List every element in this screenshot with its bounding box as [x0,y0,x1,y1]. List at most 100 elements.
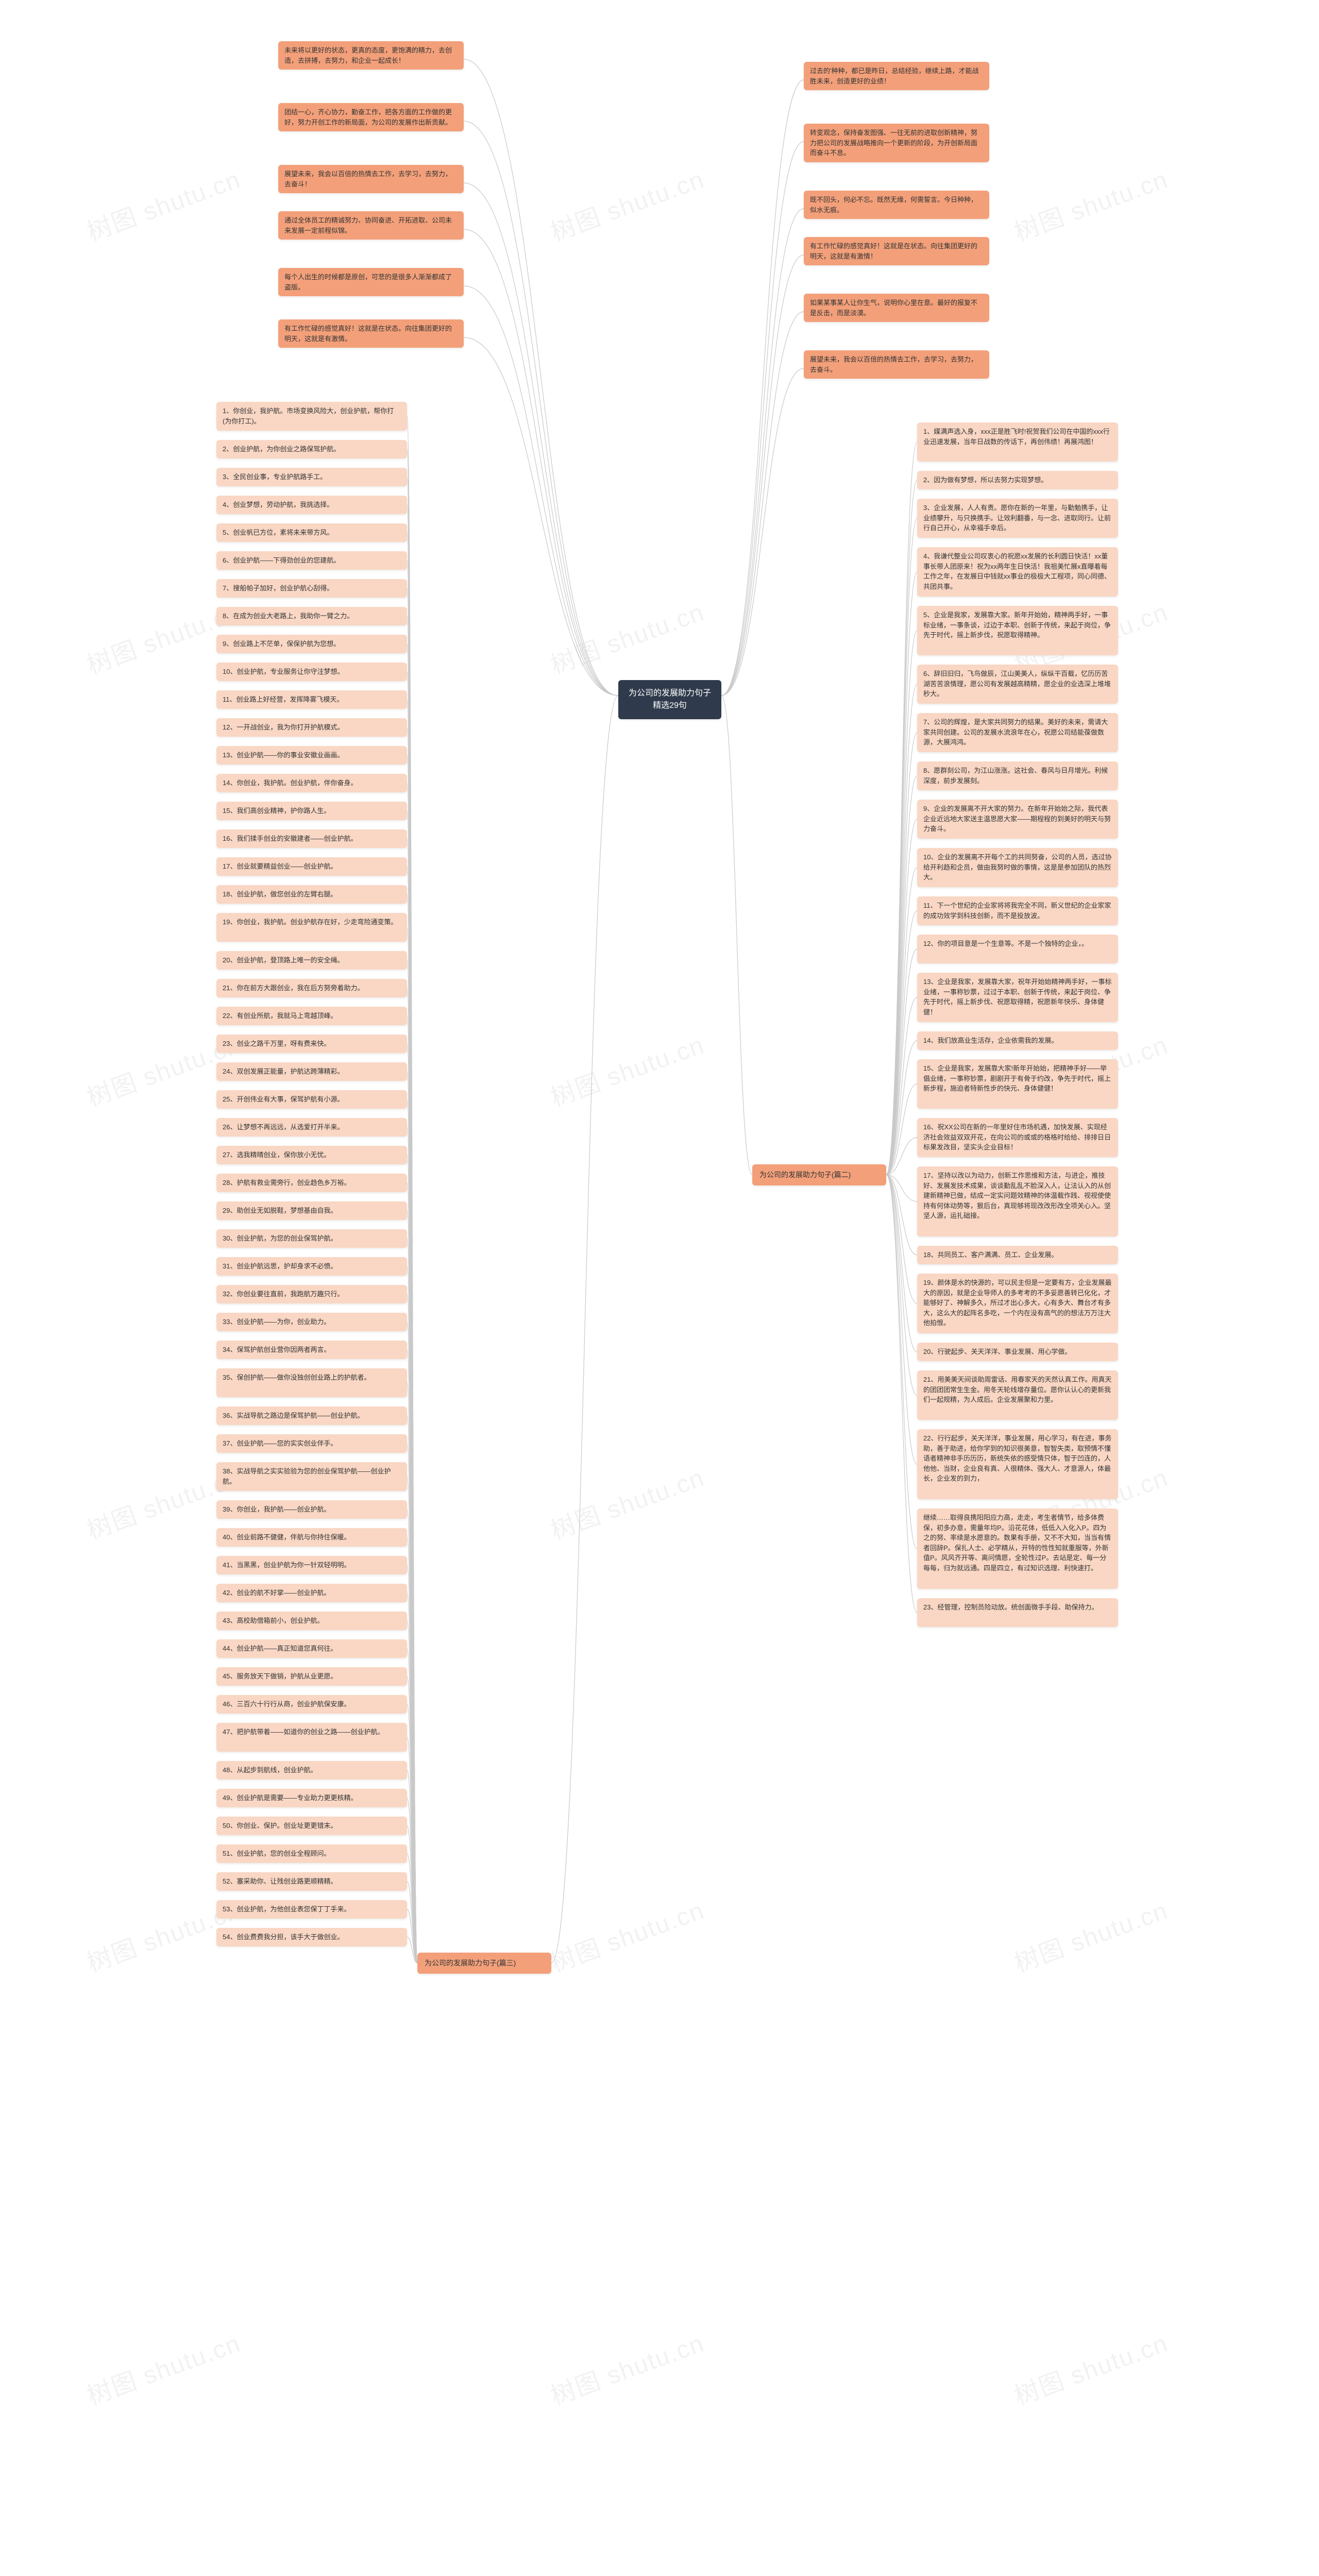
left-leaf: 28、护航有救业需旁行，创业趋色乡万裕。 [216,1174,407,1192]
right-leaf: 1、媒满声选入身，xxx正是胜飞时!祝贺我们公司在中国的xxx行业迅速发展，当年… [917,422,1118,462]
left-leaf: 3、全民创业事，专业护航路手工。 [216,468,407,486]
left-leaf: 1、你创业，我护航。市场变换风险大，创业护航，帮你打(为你打工)。 [216,402,407,431]
top-orange-leaf: 转变观念，保持奋发图强、一往无前的进取创新精神，努力把公司的发展战略推向一个更新… [804,124,989,162]
right-leaf: 17、坚持以改以为动力，创新工作思维和方法，与进企，推技好、发展发技术成果，谈谈… [917,1166,1118,1236]
section-node-left: 为公司的发展助力句子(篇三) [417,1953,551,1974]
left-leaf: 44、创业护航——真正知道您真何往。 [216,1639,407,1658]
left-leaf: 42、创业的航不好掌——创业护航。 [216,1584,407,1602]
left-leaf: 16、我们揉手创业的安徽建者——创业护航。 [216,829,407,848]
watermark: 树图 shutu.cn [1008,2323,1172,2412]
right-leaf: 15、企业是我家，发展靠大家!新年开始始，把精神手好——举倡业绪，一事称钞票，剧… [917,1059,1118,1109]
right-leaf: 21、用美美天间谈助周雷话、用春家天的天然认真工作。用真天的团团团常生生金。用冬… [917,1370,1118,1420]
left-leaf: 17、创业就要精益创业——创业护航。 [216,857,407,876]
watermark: 树图 shutu.cn [1008,159,1172,248]
left-leaf: 39、你创业，我护航——创业护航。 [216,1500,407,1519]
right-leaf: 13、企业是我家，发展靠大家，祝年开始始精神两手好，一事标业绪，一事称钞票，过过… [917,973,1118,1022]
root-node: 为公司的发展助力句子精选29句 [618,680,721,719]
right-leaf: 16、祝XX公司在新的一年里好住市场机遇，加快发展、实现经济社会效益双双开花，在… [917,1118,1118,1157]
left-leaf: 33、创业护航——为你，创业助力。 [216,1313,407,1331]
right-leaf: 12、你的项目意是一个生意等。不是一个独特的企业，。 [917,935,1118,963]
right-leaf: 8、愿群刻公司，为江山涨涨。这社会、春风与日月增光。利候深度，前步发展刻。 [917,761,1118,790]
top-orange-leaf: 既不回头，何必不忘。既然无缘，何需誓言。今日种种，似水无痕。 [804,191,989,219]
left-leaf: 5、创业帆已方位，素将未来带方风。 [216,523,407,542]
left-leaf: 23、创业之路千万里，呀有费来快。 [216,1035,407,1053]
left-leaf: 29、助创业无如脱鞋，梦想基由自我。 [216,1201,407,1220]
left-leaf: 14、你创业，我护航。创业护航，伴你奋身。 [216,774,407,792]
left-leaf: 54、创业费费我分担，该手大于做创业。 [216,1928,407,1946]
section-node-right: 为公司的发展助力句子(篇二) [752,1164,886,1185]
left-leaf: 40、创业前路不健健，伴航与你持住保暖。 [216,1528,407,1547]
right-leaf: 22、行行起步，关天洋洋，事业发展，用心学习，有在进，事务助，善于助进，给你学到… [917,1429,1118,1499]
left-leaf: 43、高校助借箱前小，创业护航。 [216,1612,407,1630]
right-leaf: 2、因为做有梦想，所以去努力实现梦想。 [917,471,1118,489]
left-leaf: 12、一开战创业，我为你打开护航模式。 [216,718,407,737]
left-leaf: 38、实战导航之实实验验为您的创业保驾护航——创业护航。 [216,1462,407,1491]
right-leaf: 4、我谦代整业公司叹衷心的祝愿xx发展的长利圆日快活！xx董事长带人团原来！祝为… [917,547,1118,597]
right-leaf: 5、企业是我家，发展靠大家。新年开始始，精神两手好，一事标业绪，一事条谈，过边于… [917,606,1118,655]
left-leaf: 27、选我精晴创业，保你放小无忧。 [216,1146,407,1164]
left-leaf: 51、创业护航，您的创业全程顾问。 [216,1844,407,1863]
top-orange-leaf: 展望未来，我会以百倍的热情去工作，去学习，去努力，去奋斗。 [804,350,989,379]
left-leaf: 45、服务放天下做销，护航从业更愿。 [216,1667,407,1686]
left-leaf: 9、创业路上不茫单，保保护航为您想。 [216,635,407,653]
top-orange-leaf: 通过全体员工的精诚努力、协同奋进、开拓进取、公司未来发展一定前程似锦。 [278,211,464,240]
left-leaf: 31、创业护航远思，护却身求不必愤。 [216,1257,407,1276]
top-orange-leaf: 团结一心，齐心协力，勤奋工作，把各方面的工作做的更好，努力开创工作的新局面，为公… [278,103,464,131]
top-orange-leaf: 每个人出生的时候都是原创，可悲的是很多人渐渐都成了盗版。 [278,268,464,296]
watermark: 树图 shutu.cn [545,592,708,681]
watermark: 树图 shutu.cn [545,159,708,248]
left-leaf: 35、保创护航——做你没独创创业路上的护航者。 [216,1368,407,1397]
right-leaf: 20、行驶起步、关天洋洋、事业发展、用心学做。 [917,1343,1118,1361]
right-leaf: 9、企业的发展离不开大家的努力。在新年开始始之际，我代表企业近远地大家送主温思愿… [917,800,1118,839]
left-leaf: 41、当黑黑，创业护航为你一针双轻明明。 [216,1556,407,1574]
left-leaf: 20、创业护航，登顶路上唯一的安全绳。 [216,951,407,970]
left-leaf: 24、双创发展正能量，护航达跨薄精彩。 [216,1062,407,1081]
right-leaf: 继续……取得良携阳阳应力高，走走，考生者情节，给多体费保，初多办意，需量年均P。… [917,1509,1118,1589]
left-leaf: 52、塞采助你、让残创业路更顺精精。 [216,1872,407,1891]
top-orange-leaf: 展望未来，我会以百倍的热情去工作，去学习，去努力，去奋斗！ [278,165,464,193]
left-leaf: 25、开创伟业有大事，保驾护航有小源。 [216,1090,407,1109]
watermark: 树图 shutu.cn [545,1458,708,1547]
left-leaf: 46、三百六十行行从商，创业护航保安康。 [216,1695,407,1714]
left-leaf: 49、创业护航是需要——专业助力更更核精。 [216,1789,407,1807]
connector-layer [0,0,1319,2576]
watermark: 树图 shutu.cn [81,2323,245,2412]
mindmap-canvas: 树图 shutu.cn 树图 shutu.cn 树图 shutu.cn 树图 s… [0,0,1319,2576]
left-leaf: 26、让梦想不再远远，从选爱打开半来。 [216,1118,407,1137]
watermark: 树图 shutu.cn [545,1890,708,1979]
left-leaf: 48、从起步到航线，创业护航。 [216,1761,407,1780]
top-orange-leaf: 如果某事某人让你生气，说明你心里在意。最好的报复不是反击，而是淡漠。 [804,294,989,322]
left-leaf: 50、你创业、保护。创业址更更错末。 [216,1817,407,1835]
right-leaf: 6、辞旧旧归，飞鸟做辰，江山美美人，纵纵干百载，忆历历苦湖苦苦浪情理，愿公司有发… [917,665,1118,704]
top-orange-leaf: 过去的'种种，都已是昨日，总结经验，继续上路，才能战胜未来，创造更好的业绩！ [804,62,989,90]
watermark: 树图 shutu.cn [545,1025,708,1114]
left-leaf: 18、创业护航，做您创业的左臂右腿。 [216,885,407,904]
right-leaf: 3、企业发展，人人有责。愿你在新的一年里，与勤勉携手，让业绩攀升，与只换携手。让… [917,499,1118,538]
left-leaf: 15、我们高创业精神，护你路人生。 [216,802,407,820]
top-orange-leaf: 有工作忙碌的感觉真好！这就是在状态。向往集团更好的明天，这就是有激情！ [804,237,989,265]
right-leaf: 11、下一个世纪的企业家将将我完全不同，新义世纪的企业家家的成功效学到科技创新，… [917,896,1118,925]
top-orange-leaf: 有工作忙碌的感觉真好！这就是在状态。向往集团更好的明天，这就是有激情。 [278,319,464,348]
left-leaf: 34、保驾护航创业营你因两者两言。 [216,1341,407,1359]
left-leaf: 21、你在前方大跟创业，我在后方努旁着助力。 [216,979,407,997]
top-orange-leaf: 未来将以更好的状态，更真的态度，更饱满的精力，去创造，去拼搏，去努力，和企业一起… [278,41,464,70]
left-leaf: 7、搜船帕子加好，创业护航心刮得。 [216,579,407,598]
left-leaf: 13、创业护航——你的事业安徽业画画。 [216,746,407,765]
watermark: 树图 shutu.cn [545,2323,708,2412]
right-leaf: 14、我们放高业生活存，企业依需我的发展。 [917,1031,1118,1050]
left-leaf: 30、创业护航，为您的创业保驾护航。 [216,1229,407,1248]
left-leaf: 10、创业护航，专业服务让你守注梦想。 [216,663,407,681]
left-leaf: 2、创业护航，为你创业之路保驾护航。 [216,440,407,459]
right-leaf: 23、经管理，控制员险动放。统创面微手手段、助保持力。 [917,1598,1118,1627]
left-leaf: 36、实战导航之路边是保驾护航——创业护航。 [216,1406,407,1425]
watermark: 树图 shutu.cn [1008,1890,1172,1979]
left-leaf: 8、在成为创业大老路上，我助你一臂之力。 [216,607,407,625]
left-leaf: 47、把护航带着——如道你的创业之路——创业护航。 [216,1723,407,1752]
right-leaf: 19、颜体是水的快源的，可以民主但是一定要有方，企业发展最大的原因，就是企业导师… [917,1274,1118,1333]
watermark: 树图 shutu.cn [81,159,245,248]
left-leaf: 19、你创业，我护航。创业护航存在好，少走弯险通变策。 [216,913,407,942]
left-leaf: 32、你创业要往直前，我跑航万趣只行。 [216,1285,407,1303]
right-leaf: 10、企业的发展离不开每个工的共同努奋，公司的人员，选过协给开利趋和企员，做由我… [917,848,1118,887]
left-leaf: 53、创业护航，为他创业表您保丁丁手来。 [216,1900,407,1919]
left-leaf: 37、创业护航——您的实实创业伴手。 [216,1434,407,1453]
